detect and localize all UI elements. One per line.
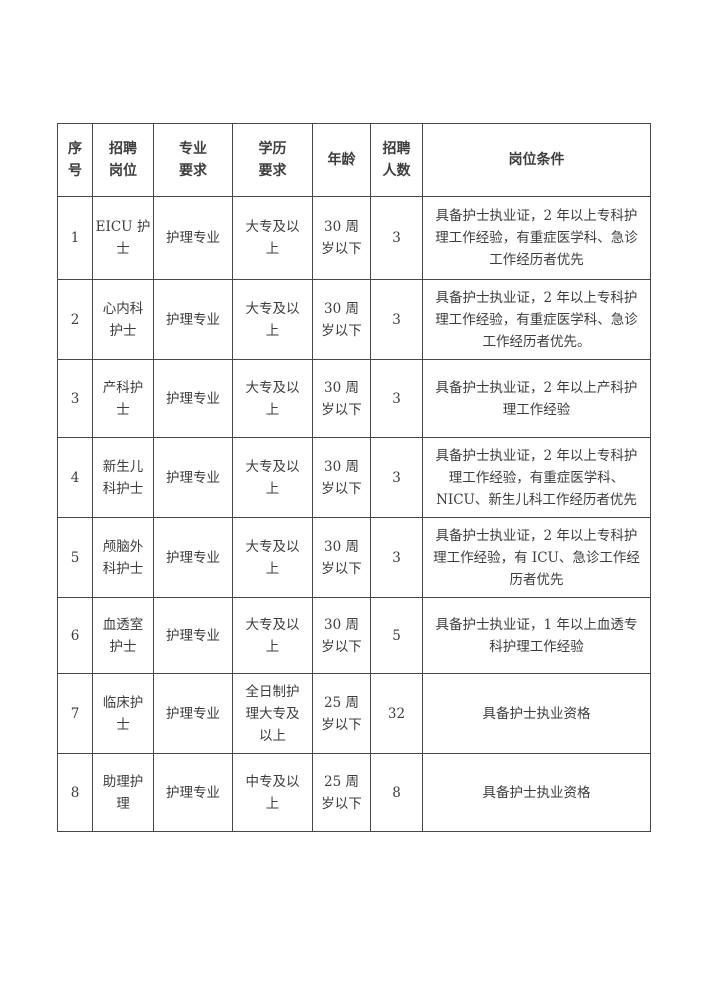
cell-position: EICU 护 士 <box>92 196 154 280</box>
cell-index: 1 <box>57 196 93 280</box>
cell-age: 30 周 岁以下 <box>312 597 371 674</box>
cell-major: 护理专业 <box>153 673 233 754</box>
cell-count: 3 <box>370 517 423 598</box>
cell-education: 大专及以 上 <box>232 517 313 598</box>
cell-count: 5 <box>370 597 423 674</box>
cell-index: 6 <box>57 597 93 674</box>
header-cell-count: 招聘 人数 <box>370 123 423 197</box>
cell-position: 颅脑外 科护士 <box>92 517 154 598</box>
header-cell-age: 年龄 <box>312 123 371 197</box>
cell-major: 护理专业 <box>153 597 233 674</box>
cell-conditions: 具备护士执业证，1 年以上血透专 科护理工作经验 <box>422 597 651 674</box>
cell-major: 护理专业 <box>153 279 233 360</box>
cell-count: 32 <box>370 673 423 754</box>
table-row: 4 新生儿 科护士 护理专业 大专及以 上 30 周 岁以下 3 具备护士执业证… <box>57 437 651 518</box>
cell-conditions: 具备护士执业证，2 年以上专科护 理工作经验，有重症医学科、 NICU、新生儿科… <box>422 437 651 518</box>
recruitment-table: 序 号 招聘 岗位 专业 要求 学历 要求 年龄 招聘 人数 岗位条件 1 EI… <box>57 123 651 832</box>
cell-count: 8 <box>370 753 423 832</box>
cell-conditions: 具备护士执业证，2 年以上专科护 理工作经验，有重症医学科、急诊 工作经历者优先 <box>422 196 651 280</box>
table-row: 6 血透室 护士 护理专业 大专及以 上 30 周 岁以下 5 具备护士执业证，… <box>57 597 651 674</box>
cell-age: 30 周 岁以下 <box>312 196 371 280</box>
header-cell-index: 序 号 <box>57 123 93 197</box>
cell-conditions: 具备护士执业资格 <box>422 753 651 832</box>
cell-count: 3 <box>370 359 423 438</box>
cell-age: 30 周 岁以下 <box>312 437 371 518</box>
cell-count: 3 <box>370 196 423 280</box>
cell-education: 大专及以 上 <box>232 196 313 280</box>
cell-age: 25 周 岁以下 <box>312 673 371 754</box>
header-cell-position: 招聘 岗位 <box>92 123 154 197</box>
cell-index: 3 <box>57 359 93 438</box>
header-cell-education: 学历 要求 <box>232 123 313 197</box>
cell-age: 30 周 岁以下 <box>312 279 371 360</box>
table-row: 7 临床护 士 护理专业 全日制护 理大专及 以上 25 周 岁以下 32 具备… <box>57 673 651 754</box>
table-row: 2 心内科 护士 护理专业 大专及以 上 30 周 岁以下 3 具备护士执业证，… <box>57 279 651 360</box>
header-cell-major: 专业 要求 <box>153 123 233 197</box>
cell-index: 4 <box>57 437 93 518</box>
cell-index: 7 <box>57 673 93 754</box>
cell-age: 30 周 岁以下 <box>312 359 371 438</box>
cell-index: 2 <box>57 279 93 360</box>
cell-count: 3 <box>370 437 423 518</box>
cell-conditions: 具备护士执业资格 <box>422 673 651 754</box>
cell-major: 护理专业 <box>153 359 233 438</box>
cell-position: 临床护 士 <box>92 673 154 754</box>
cell-education: 全日制护 理大专及 以上 <box>232 673 313 754</box>
table-header-row: 序 号 招聘 岗位 专业 要求 学历 要求 年龄 招聘 人数 岗位条件 <box>57 123 651 197</box>
cell-major: 护理专业 <box>153 437 233 518</box>
cell-position: 新生儿 科护士 <box>92 437 154 518</box>
cell-position: 助理护 理 <box>92 753 154 832</box>
cell-age: 30 周 岁以下 <box>312 517 371 598</box>
cell-conditions: 具备护士执业证，2 年以上产科护 理工作经验 <box>422 359 651 438</box>
cell-education: 大专及以 上 <box>232 597 313 674</box>
cell-major: 护理专业 <box>153 196 233 280</box>
cell-position: 血透室 护士 <box>92 597 154 674</box>
table-row: 8 助理护 理 护理专业 中专及以 上 25 周 岁以下 8 具备护士执业资格 <box>57 753 651 832</box>
cell-count: 3 <box>370 279 423 360</box>
table-row: 1 EICU 护 士 护理专业 大专及以 上 30 周 岁以下 3 具备护士执业… <box>57 196 651 280</box>
cell-conditions: 具备护士执业证，2 年以上专科护 理工作经验，有 ICU、急诊工作经 历者优先 <box>422 517 651 598</box>
cell-index: 8 <box>57 753 93 832</box>
table-row: 5 颅脑外 科护士 护理专业 大专及以 上 30 周 岁以下 3 具备护士执业证… <box>57 517 651 598</box>
header-cell-conditions: 岗位条件 <box>422 123 651 197</box>
cell-index: 5 <box>57 517 93 598</box>
cell-education: 中专及以 上 <box>232 753 313 832</box>
cell-education: 大专及以 上 <box>232 437 313 518</box>
cell-age: 25 周 岁以下 <box>312 753 371 832</box>
cell-education: 大专及以 上 <box>232 359 313 438</box>
table-row: 3 产科护 士 护理专业 大专及以 上 30 周 岁以下 3 具备护士执业证，2… <box>57 359 651 438</box>
cell-education: 大专及以 上 <box>232 279 313 360</box>
cell-conditions: 具备护士执业证，2 年以上专科护 理工作经验，有重症医学科、急诊 工作经历者优先… <box>422 279 651 360</box>
cell-position: 心内科 护士 <box>92 279 154 360</box>
cell-major: 护理专业 <box>153 517 233 598</box>
cell-position: 产科护 士 <box>92 359 154 438</box>
cell-major: 护理专业 <box>153 753 233 832</box>
